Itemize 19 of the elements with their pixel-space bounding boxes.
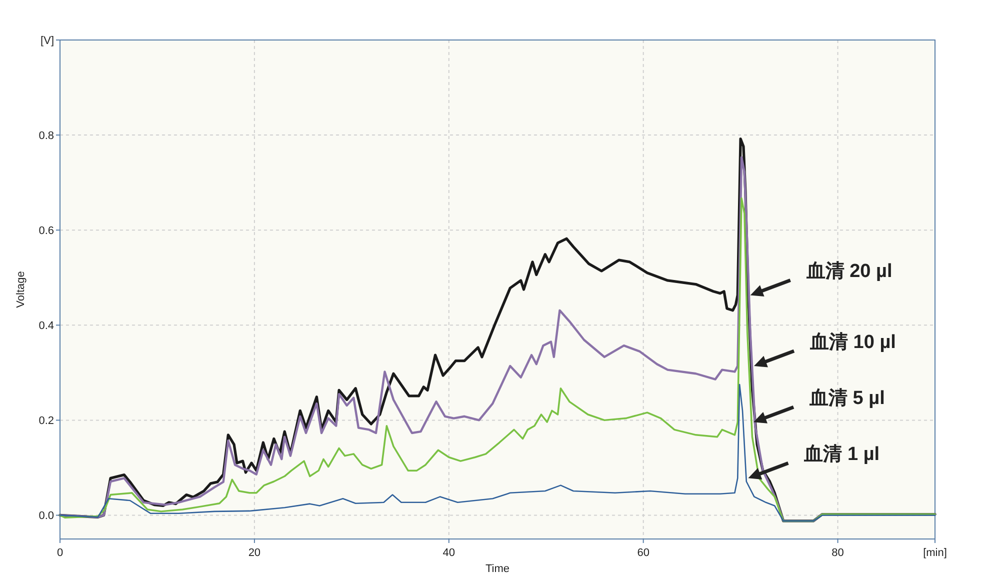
y-tick-label: [V] [40,35,54,47]
y-tick-label: 0.0 [38,510,54,522]
y-tick-label: 0.8 [38,130,54,142]
x-tick-label: 60 [637,547,650,559]
x-tick-label: 40 [442,547,456,559]
x-axis-title: Time [485,563,510,575]
x-tick-label: 0 [56,547,64,559]
annotation: 血清 5 µl [808,387,885,410]
annotation: 血清 20 µl [805,260,892,282]
y-tick-label: 0.6 [38,225,54,238]
x-tick-label: [min] [923,547,947,559]
y-tick-label: 0.2 [38,415,54,428]
y-tick-label: 0.4 [38,320,54,332]
x-tick-label: 20 [248,547,261,559]
annotation: 血清 1 µl [803,443,880,466]
line-series [59,384,936,522]
y-axis-title: Voltage [15,271,27,308]
x-tick-label: 80 [832,547,844,559]
annotation: 血清 10 µl [809,331,896,354]
